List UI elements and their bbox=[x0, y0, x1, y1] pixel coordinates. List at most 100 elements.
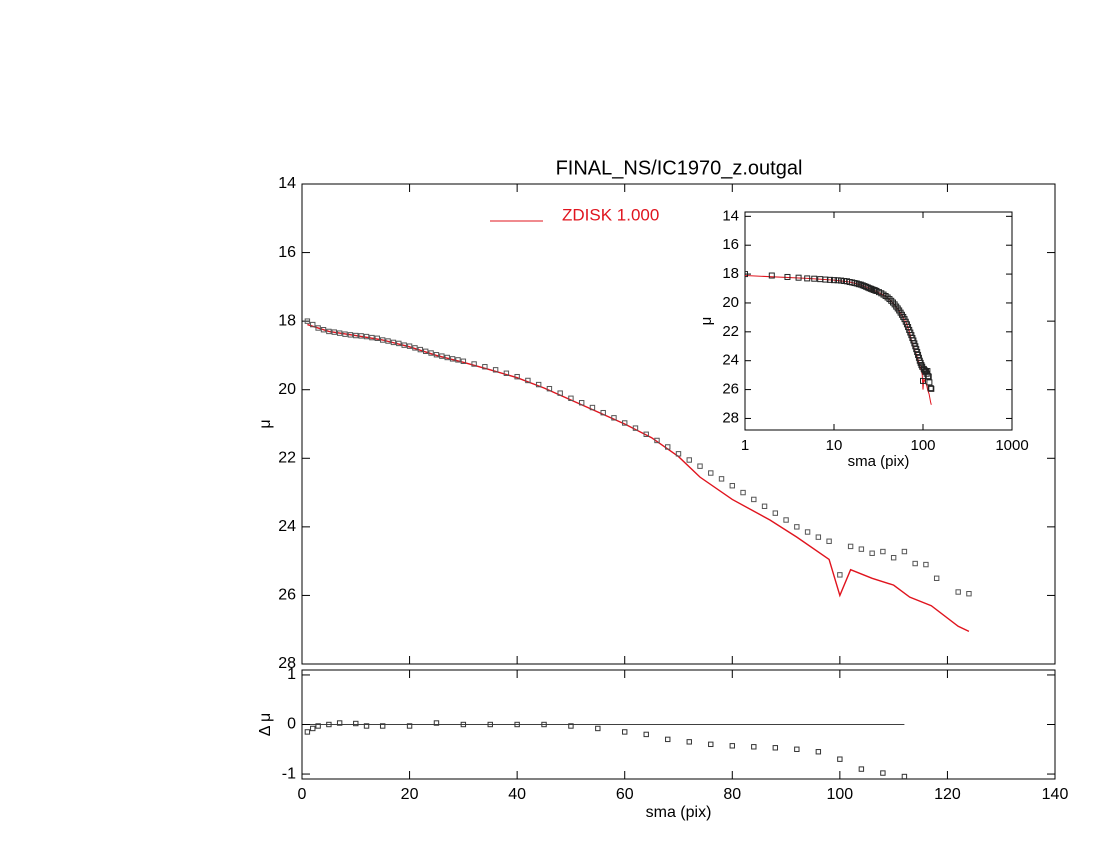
data-point bbox=[363, 333, 370, 340]
data-point bbox=[439, 353, 445, 359]
y-tick-label: 20 bbox=[722, 294, 739, 311]
data-point bbox=[482, 364, 488, 370]
x-tick-label: 60 bbox=[616, 786, 634, 803]
data-point bbox=[675, 451, 682, 457]
data-point bbox=[487, 721, 493, 728]
data-point bbox=[740, 489, 746, 496]
data-point bbox=[326, 721, 332, 728]
data-point bbox=[514, 373, 520, 380]
data-point bbox=[546, 385, 553, 392]
data-point bbox=[884, 294, 891, 301]
y-tick-label: 24 bbox=[722, 352, 739, 369]
data-point bbox=[804, 275, 811, 282]
data-point bbox=[385, 338, 391, 344]
data-point bbox=[353, 720, 359, 727]
data-point bbox=[815, 534, 822, 540]
data-point bbox=[535, 381, 542, 388]
data-point bbox=[578, 400, 585, 406]
data-point bbox=[374, 335, 381, 341]
data-point bbox=[826, 276, 833, 283]
data-point bbox=[955, 589, 961, 595]
data-point bbox=[433, 352, 440, 358]
data-point bbox=[928, 385, 935, 392]
y-tick-label: 14 bbox=[278, 175, 296, 192]
data-point bbox=[933, 575, 940, 581]
data-point bbox=[795, 274, 802, 281]
data-point bbox=[379, 723, 386, 729]
data-point bbox=[826, 538, 832, 544]
data-point bbox=[611, 415, 617, 421]
data-point bbox=[858, 546, 865, 552]
data-point bbox=[794, 524, 800, 530]
plot-frame bbox=[744, 211, 1013, 431]
data-point bbox=[315, 723, 321, 729]
model-line bbox=[307, 323, 970, 633]
data-point bbox=[622, 729, 628, 735]
data-point bbox=[471, 361, 477, 367]
data-point bbox=[718, 476, 725, 482]
x-tick-label: 1 bbox=[741, 437, 749, 454]
x-tick-label: 0 bbox=[298, 786, 307, 803]
data-point bbox=[401, 342, 407, 348]
data-point bbox=[815, 749, 822, 755]
data-point bbox=[336, 720, 343, 726]
data-point bbox=[686, 457, 692, 463]
data-point bbox=[847, 543, 854, 550]
data-point bbox=[837, 572, 843, 578]
data-point bbox=[708, 470, 714, 476]
plot-frame bbox=[301, 183, 1056, 665]
legend-label: ZDISK 1.000 bbox=[562, 205, 659, 224]
x-tick-label: 120 bbox=[934, 786, 961, 803]
data-point bbox=[557, 390, 563, 396]
y-axis-label: μ bbox=[257, 419, 274, 428]
data-point bbox=[926, 379, 933, 386]
data-point bbox=[331, 329, 337, 335]
data-point bbox=[304, 318, 311, 324]
y-tick-label: 14 bbox=[722, 207, 739, 224]
data-point bbox=[417, 346, 424, 353]
data-point bbox=[729, 743, 735, 749]
data-point bbox=[353, 332, 359, 339]
x-tick-label: 140 bbox=[1042, 786, 1069, 803]
data-point bbox=[772, 510, 779, 516]
x-tick-label: 100 bbox=[827, 786, 854, 803]
y-tick-label: 22 bbox=[278, 450, 296, 467]
data-point bbox=[568, 395, 574, 401]
data-point bbox=[901, 548, 908, 555]
data-point bbox=[320, 327, 327, 333]
y-tick-label: 26 bbox=[278, 587, 296, 604]
data-point bbox=[433, 720, 440, 726]
data-point bbox=[927, 385, 934, 392]
data-point bbox=[768, 272, 775, 279]
data-point bbox=[449, 356, 456, 362]
data-point bbox=[761, 503, 768, 509]
y-tick-label: 16 bbox=[278, 244, 296, 261]
data-point bbox=[923, 561, 929, 568]
data-point bbox=[880, 548, 886, 555]
data-point bbox=[342, 331, 348, 337]
y-tick-label: 28 bbox=[278, 655, 296, 672]
data-point bbox=[665, 444, 671, 450]
data-point bbox=[784, 273, 791, 280]
data-point bbox=[568, 723, 574, 729]
y-tick-label: 0 bbox=[287, 716, 296, 733]
x-tick-label: 40 bbox=[508, 786, 526, 803]
data-point bbox=[811, 275, 818, 282]
data-point bbox=[460, 358, 467, 364]
data-point bbox=[406, 723, 413, 729]
data-point bbox=[643, 431, 649, 437]
data-point bbox=[326, 328, 332, 335]
data-point bbox=[406, 343, 413, 349]
data-point bbox=[872, 287, 879, 294]
x-tick-label: 80 bbox=[723, 786, 741, 803]
data-point bbox=[729, 483, 735, 489]
y-tick-label: 28 bbox=[722, 409, 739, 426]
y-tick-label: 18 bbox=[722, 265, 739, 282]
y-tick-label: 18 bbox=[278, 312, 296, 329]
data-point bbox=[622, 420, 628, 426]
data-point bbox=[304, 729, 311, 735]
data-point bbox=[369, 334, 375, 341]
data-point bbox=[804, 529, 811, 535]
data-point bbox=[390, 339, 397, 346]
data-point bbox=[310, 725, 316, 732]
